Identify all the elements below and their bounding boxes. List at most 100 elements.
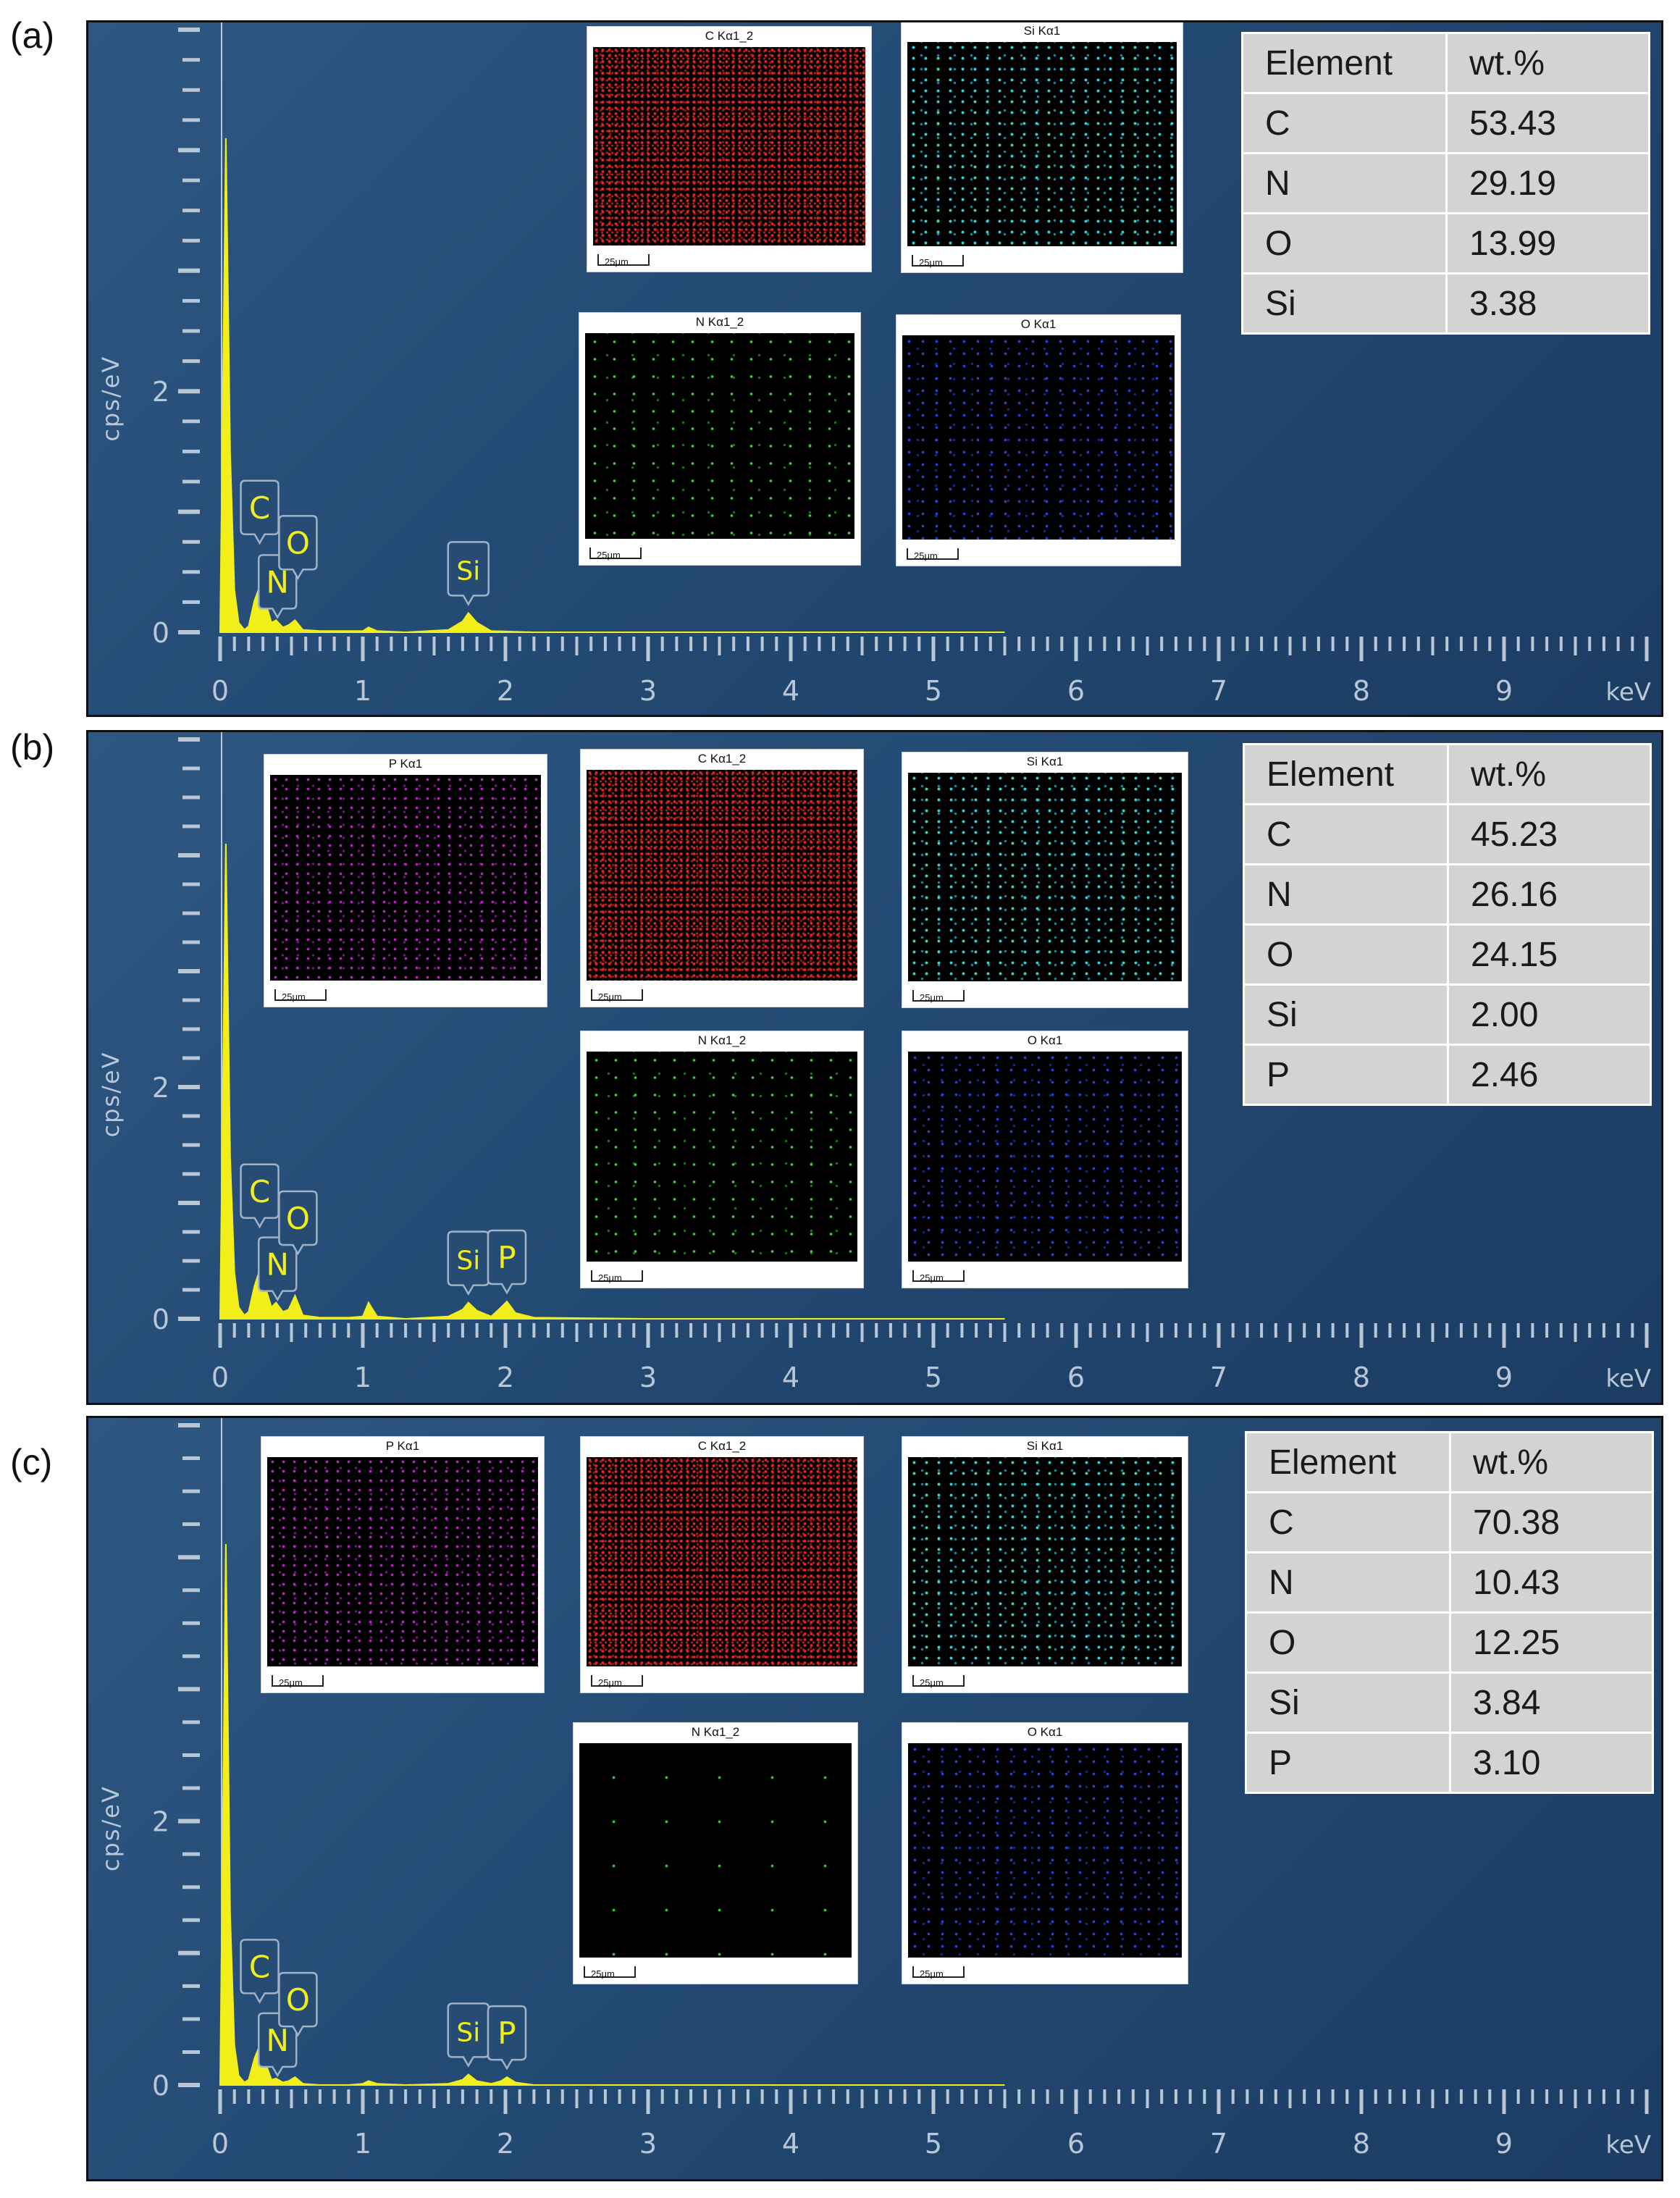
x-tick-label: 7 — [1210, 2128, 1227, 2160]
table-row: N 10.43 — [1245, 1551, 1654, 1614]
scale-bar-label: 25μm — [279, 1677, 303, 1688]
map-image — [579, 1743, 852, 1958]
peak-tag-shape — [278, 1190, 318, 1256]
y-axis-label: cps/eV — [97, 1052, 125, 1138]
map-image — [270, 775, 541, 981]
wt-cell: 3.38 — [1445, 272, 1650, 335]
x-tick-label: 6 — [1067, 675, 1085, 707]
spectrum-series — [219, 1543, 1005, 2086]
x-axis-label: keV — [1605, 2131, 1651, 2160]
table-row: Si 3.38 — [1241, 272, 1650, 335]
peak-label-si: Si — [447, 1230, 490, 1296]
scale-bar — [912, 1270, 965, 1282]
y-tick-label: 2 — [152, 376, 169, 408]
x-axis-label: keV — [1605, 678, 1651, 707]
scale-bar — [912, 1966, 965, 1978]
wt-cell: 3.10 — [1449, 1732, 1654, 1794]
peak-tag-shape — [240, 1163, 280, 1229]
map-image — [585, 333, 854, 539]
header-element: Element — [1243, 743, 1449, 805]
scale-bar-label: 25μm — [920, 1272, 944, 1283]
peak-tag-shape — [447, 541, 490, 606]
y-tick-label: 0 — [152, 2070, 169, 2102]
wt-cell: 2.00 — [1447, 983, 1652, 1046]
map-title: Si Kα1 — [1026, 755, 1064, 768]
elemental-map-c: C Kα1_2 25μm — [580, 749, 864, 1007]
map-image — [902, 335, 1175, 540]
table-row: C 45.23 — [1243, 803, 1652, 865]
y-axis-label: cps/eV — [97, 356, 125, 442]
x-tick-label: 6 — [1067, 1362, 1085, 1393]
peak-label-p: P — [487, 2005, 527, 2071]
x-tick-label: 2 — [497, 675, 514, 707]
scale-bar-label: 25μm — [920, 1677, 944, 1688]
table-header-row: Element wt.% — [1245, 1431, 1654, 1493]
peak-label-text: P — [497, 1240, 516, 1275]
map-title: P Kα1 — [385, 1439, 420, 1453]
header-element: Element — [1245, 1431, 1451, 1493]
table-row: O 12.25 — [1245, 1611, 1654, 1674]
x-tick-label: 8 — [1353, 2128, 1370, 2160]
peak-label-text: P — [497, 2015, 516, 2051]
elemental-map-p: P Kα1 25μm — [264, 754, 547, 1007]
element-cell: C — [1245, 1491, 1451, 1553]
x-tick-label: 9 — [1495, 1362, 1513, 1393]
x-tick-label: 9 — [1495, 2128, 1513, 2160]
map-image — [267, 1457, 538, 1666]
x-tick-label: 4 — [782, 1362, 799, 1393]
y-tick-label: 0 — [152, 617, 169, 649]
wt-cell: 12.25 — [1449, 1611, 1654, 1674]
scale-bar — [272, 1675, 324, 1687]
peak-label-text: O — [286, 1201, 310, 1236]
scale-bar-label: 25μm — [914, 550, 938, 561]
x-tick-label: 3 — [639, 2128, 657, 2160]
x-tick-label: 2 — [497, 2128, 514, 2160]
peak-label-o: O — [278, 1190, 318, 1256]
peak-label-c: C — [240, 1163, 280, 1229]
peak-label-si: Si — [447, 541, 490, 606]
x-tick-label: 7 — [1210, 1362, 1227, 1393]
x-tick-label: 1 — [354, 675, 371, 707]
peak-label-text: Si — [456, 2018, 480, 2047]
scale-bar-label: 25μm — [598, 1272, 622, 1283]
scale-bar — [591, 989, 643, 1001]
scale-bar — [591, 1270, 643, 1282]
wt-cell: 45.23 — [1447, 803, 1652, 865]
map-title: N Kα1_2 — [691, 1725, 740, 1739]
map-image — [907, 42, 1177, 246]
elemental-map-n: N Kα1_2 25μm — [573, 1722, 858, 1984]
eds-panel-b: 0 2 cps/eV 0 1 2 3 4 5 6 7 8 9 keV C N O Si P P Kα1 25μm C… — [86, 730, 1663, 1405]
eds-panel-a: 0 2 cps/eV 0 1 2 3 4 5 6 7 8 9 keV C N O Si C Kα1_2 25μm … — [86, 20, 1663, 717]
elemental-map-o: O Kα1 25μm — [902, 1031, 1188, 1288]
map-image — [587, 1052, 857, 1262]
peak-label-p: P — [487, 1229, 527, 1295]
elemental-map-si: Si Kα1 25μm — [901, 22, 1183, 273]
map-image — [908, 1743, 1182, 1958]
elemental-map-c: C Kα1_2 25μm — [580, 1436, 864, 1693]
peak-tag-shape — [487, 1229, 527, 1295]
peak-label-text: C — [249, 490, 270, 526]
element-cell: N — [1243, 863, 1449, 926]
x-tick-label: 9 — [1495, 675, 1513, 707]
map-image — [587, 770, 857, 981]
peak-tag-shape — [278, 1971, 318, 2037]
x-tick-label: 1 — [354, 2128, 371, 2160]
elemental-map-si: Si Kα1 25μm — [902, 752, 1188, 1008]
wt-cell: 3.84 — [1449, 1671, 1654, 1734]
peak-label-text: O — [286, 1982, 310, 2018]
peak-tag-shape — [487, 2005, 527, 2071]
scale-bar-label: 25μm — [591, 1968, 615, 1979]
scale-bar-label: 25μm — [597, 550, 621, 561]
header-element: Element — [1241, 32, 1448, 94]
x-tick-label: 6 — [1067, 2128, 1085, 2160]
scale-bar — [912, 990, 965, 1002]
scale-bar — [584, 1966, 636, 1978]
y-axis-label: cps/eV — [97, 1785, 125, 1871]
wt-cell: 10.43 — [1449, 1551, 1654, 1614]
x-tick-label: 5 — [925, 2128, 942, 2160]
table-row: C 70.38 — [1245, 1491, 1654, 1553]
elemental-map-o: O Kα1 25μm — [896, 314, 1181, 566]
map-image — [593, 47, 865, 246]
